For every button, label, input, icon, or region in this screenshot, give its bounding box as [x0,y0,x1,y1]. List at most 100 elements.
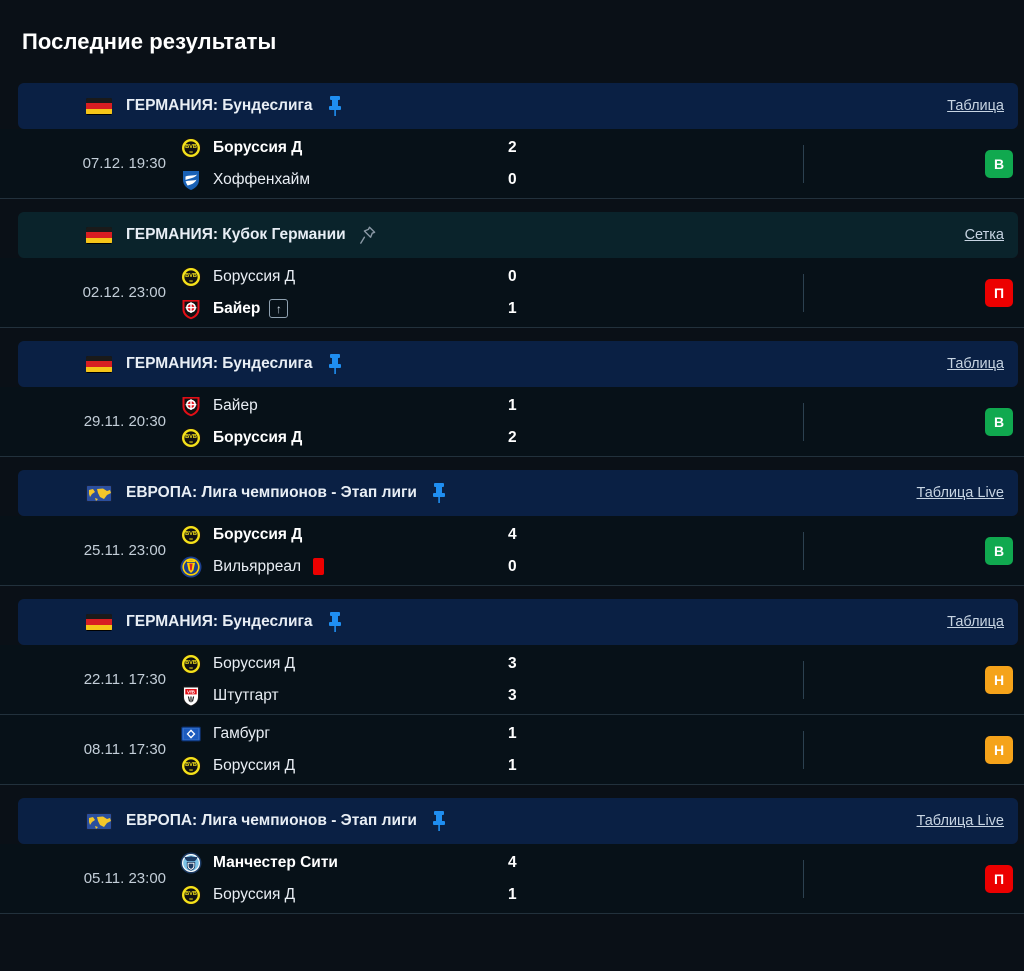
svg-text:BVB: BVB [185,762,197,768]
league-name: ГЕРМАНИЯ: Бундеслига [126,97,313,114]
team-name: Байер [213,299,261,317]
row-divider [803,145,804,183]
match-teams: Байер BVB 09 Боруссия Д [180,394,660,450]
team-away[interactable]: VfB Штутгарт [180,684,660,708]
team-away[interactable]: Вильярреал [180,555,660,579]
result-badge[interactable]: В [985,408,1013,436]
team-home[interactable]: BVB 09 Боруссия Д [180,652,660,676]
score-home: 3 [508,654,517,672]
row-divider [803,274,804,312]
match-time: 22.11. 17:30 [83,671,166,688]
svg-text:09: 09 [189,279,193,283]
league-header[interactable]: ГЕРМАНИЯ: Бундеслига Таблица [18,83,1018,129]
pin-filled-icon[interactable] [325,95,345,117]
team-away[interactable]: BVB 09 Боруссия Д [180,883,660,907]
league-name: ЕВРОПА: Лига чемпионов - Этап лиги [126,484,417,501]
row-divider [803,731,804,769]
block-gap [0,586,1024,599]
result-badge[interactable]: Н [985,666,1013,694]
team-home[interactable]: Байер [180,394,660,418]
svg-text:09: 09 [189,768,193,772]
score-home: 2 [508,138,517,156]
match-group: 22.11. 17:30 BVB 09 Боруссия Д VfB Штутгарт 3 3… [0,645,1024,785]
arrow-up-box-icon[interactable]: ↑ [269,299,289,318]
league-header[interactable]: ГЕРМАНИЯ: Бундеслига Таблица [18,341,1018,387]
team-name: Байер [213,396,258,414]
team-home[interactable]: BVB 09 Боруссия Д [180,136,660,160]
league-header[interactable]: ГЕРМАНИЯ: Бундеслига Таблица [18,599,1018,645]
flag-de-icon [86,613,112,631]
team-name: Боруссия Д [213,267,296,285]
svg-text:BVB: BVB [185,434,197,440]
league-table-link[interactable]: Таблица Live [916,813,1004,829]
team-away[interactable]: BVB 09 Боруссия Д [180,754,660,778]
score-home: 1 [508,724,517,742]
match-teams: BVB 09 Боруссия Д VfB Штутгарт [180,652,660,708]
league-table-link[interactable]: Сетка [964,227,1004,243]
match-row[interactable]: 02.12. 23:00 BVB 09 Боруссия Д Байер ↑ 0 1 П [0,258,1024,328]
score-away: 2 [508,428,517,446]
hoffenheim-logo [180,169,202,191]
stuttgart-logo: VfB [180,685,202,707]
team-name: Боруссия Д [213,138,303,156]
match-group: 25.11. 23:00 BVB 09 Боруссия Д Вильярреал 4 0 В [0,516,1024,586]
match-row[interactable]: 25.11. 23:00 BVB 09 Боруссия Д Вильярреал 4 0 В [0,516,1024,586]
league-header[interactable]: ГЕРМАНИЯ: Кубок Германии Сетка [18,212,1018,258]
team-name: Манчестер Сити [213,853,338,871]
red-card-icon [313,558,325,575]
match-time: 02.12. 23:00 [82,284,166,301]
team-away[interactable]: Байер ↑ [180,297,660,321]
league-table-link[interactable]: Таблица [947,98,1004,114]
score-away: 3 [508,686,517,704]
result-badge[interactable]: П [985,865,1013,893]
league-table-link[interactable]: Таблица [947,614,1004,630]
pin-filled-icon[interactable] [325,353,345,375]
team-home[interactable]: Манчестер Сити [180,851,660,875]
score-home: 4 [508,525,517,543]
result-badge[interactable]: П [985,279,1013,307]
borussia-dortmund-logo: BVB 09 [180,755,202,777]
team-home[interactable]: Гамбург [180,722,660,746]
match-time: 08.11. 17:30 [83,741,166,758]
team-away[interactable]: BVB 09 Боруссия Д [180,426,660,450]
bayer-leverkusen-logo [180,298,202,320]
team-name: Хоффенхайм [213,170,310,188]
league-name: ГЕРМАНИЯ: Бундеслига [126,355,313,372]
match-row[interactable]: 22.11. 17:30 BVB 09 Боруссия Д VfB Штутгарт 3 3… [0,645,1024,715]
league-table-link[interactable]: Таблица [947,356,1004,372]
result-badge[interactable]: В [985,537,1013,565]
borussia-dortmund-logo: BVB 09 [180,524,202,546]
league-header[interactable]: ЕВРОПА: Лига чемпионов - Этап лиги Таблиц… [18,470,1018,516]
match-row[interactable]: 07.12. 19:30 BVB 09 Боруссия Д Хоффенхайм 2 0 В [0,129,1024,199]
match-row[interactable]: 05.11. 23:00 Манчестер Сити BVB 09 Боруссия … [0,844,1024,914]
borussia-dortmund-logo: BVB 09 [180,427,202,449]
result-badge[interactable]: Н [985,736,1013,764]
svg-text:BVB: BVB [185,660,197,666]
team-name: Вильярреал [213,557,302,575]
row-divider [803,860,804,898]
pin-filled-icon[interactable] [429,482,449,504]
result-badge[interactable]: В [985,150,1013,178]
score-home: 0 [508,267,517,285]
team-name: Боруссия Д [213,428,303,446]
team-home[interactable]: BVB 09 Боруссия Д [180,523,660,547]
team-away[interactable]: Хоффенхайм [180,168,660,192]
svg-text:BVB: BVB [185,531,197,537]
pin-outline-icon[interactable] [358,224,378,246]
borussia-dortmund-logo: BVB 09 [180,266,202,288]
match-teams: Гамбург BVB 09 Боруссия Д [180,722,660,778]
score-away: 0 [508,557,517,575]
league-table-link[interactable]: Таблица Live [916,485,1004,501]
league-header[interactable]: ЕВРОПА: Лига чемпионов - Этап лиги Таблиц… [18,798,1018,844]
pin-filled-icon[interactable] [325,611,345,633]
flag-eu-icon [86,484,112,502]
match-teams: BVB 09 Боруссия Д Хоффенхайм [180,136,660,192]
svg-text:09: 09 [189,897,193,901]
pin-filled-icon[interactable] [429,810,449,832]
match-teams: Манчестер Сити BVB 09 Боруссия Д [180,851,660,907]
score-away: 1 [508,756,517,774]
team-home[interactable]: BVB 09 Боруссия Д [180,265,660,289]
